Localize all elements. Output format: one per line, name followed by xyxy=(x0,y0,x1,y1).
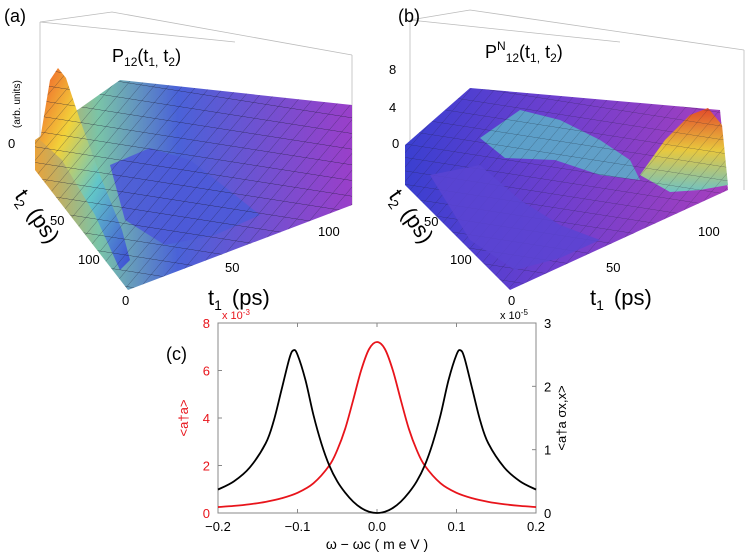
panel-b-t1-tick-0: 0 xyxy=(508,293,515,308)
panel-b-z-tick-4: 4 xyxy=(389,100,396,115)
series-line-red xyxy=(217,341,537,508)
panel-a-hump-mesh xyxy=(110,148,260,245)
x-axis-label: ω − ωc ( m e V ) xyxy=(326,536,428,552)
panel-a-z-label: (arb. units) xyxy=(12,80,23,128)
left-tick-label: 2 xyxy=(203,459,210,474)
x-tick-label: 0.2 xyxy=(527,519,545,534)
panel-b-lobe xyxy=(430,165,600,270)
panel-a-t2-tick-100: 100 xyxy=(78,252,100,267)
panel-b-peak-mesh xyxy=(640,108,728,192)
right-tick-label: 2 xyxy=(544,379,551,394)
panel-b-t1-tick-50: 50 xyxy=(606,260,620,275)
x-tick-label: −0.1 xyxy=(285,519,311,534)
panel-c-label: (c) xyxy=(166,344,187,364)
left-tick-label: 6 xyxy=(203,364,210,379)
x-tick-label: −0.2 xyxy=(205,519,231,534)
panel-c: (c) x 10-3 x 10-5 <a†a> <a†a σx,x> ω − ω… xyxy=(166,308,569,552)
panel-a-t1-label: t1 (ps) xyxy=(208,285,270,313)
panel-a-t2-tick-50: 50 xyxy=(50,213,64,228)
x-tick-label: 0.0 xyxy=(368,519,386,534)
panel-a-label: (a) xyxy=(4,6,26,26)
right-scale-label: x 10-5 xyxy=(500,308,528,322)
left-tick-label: 8 xyxy=(203,316,210,331)
panel-a-ridge-mesh xyxy=(40,68,130,270)
left-tick-label: 0 xyxy=(203,506,210,521)
x-tick-label: 0.1 xyxy=(447,519,465,534)
panel-a: (a) P12(t1, t2) (arb. units) 0 t2(ps) 50… xyxy=(4,6,353,313)
panel-a-t1-tick-50: 50 xyxy=(225,260,239,275)
panel-a-t1-tick-100: 100 xyxy=(318,224,340,239)
right-tick-label: 0 xyxy=(544,506,551,521)
left-tick-label: 4 xyxy=(203,411,210,426)
panel-b-label: (b) xyxy=(398,6,420,26)
panel-b-title: PN12(t1, t2) xyxy=(485,39,563,65)
panel-a-box xyxy=(39,11,353,205)
chart-lines xyxy=(217,341,537,514)
panel-b: (b) PN12(t1, t2) 8 4 0 t2(ps) 50 100 0 5… xyxy=(384,6,745,313)
series-line-black xyxy=(217,349,537,514)
panel-a-title: P12(t1, t2) xyxy=(112,46,181,69)
panel-b-t1-label: t1 (ps) xyxy=(590,285,652,313)
left-y-label: <a†a> xyxy=(176,400,191,437)
panel-b-t1-tick-100: 100 xyxy=(698,224,720,239)
right-tick-label: 3 xyxy=(544,316,551,331)
panel-b-z-tick-8: 8 xyxy=(389,62,396,77)
left-scale-label: x 10-3 xyxy=(222,308,250,322)
panel-b-t2-tick-100: 100 xyxy=(450,252,472,267)
plot-frame xyxy=(217,322,537,514)
panel-b-ridge-mesh xyxy=(480,110,640,180)
panel-a-z-tick: 0 xyxy=(8,136,15,151)
panel-b-t2-tick-50: 50 xyxy=(424,214,438,229)
right-y-label: <a†a σx,x> xyxy=(554,385,569,450)
panel-b-z-tick-0: 0 xyxy=(392,136,399,151)
panel-a-t1-tick-0: 0 xyxy=(122,293,129,308)
panel-b-box xyxy=(409,9,745,190)
right-tick-label: 1 xyxy=(544,443,551,458)
